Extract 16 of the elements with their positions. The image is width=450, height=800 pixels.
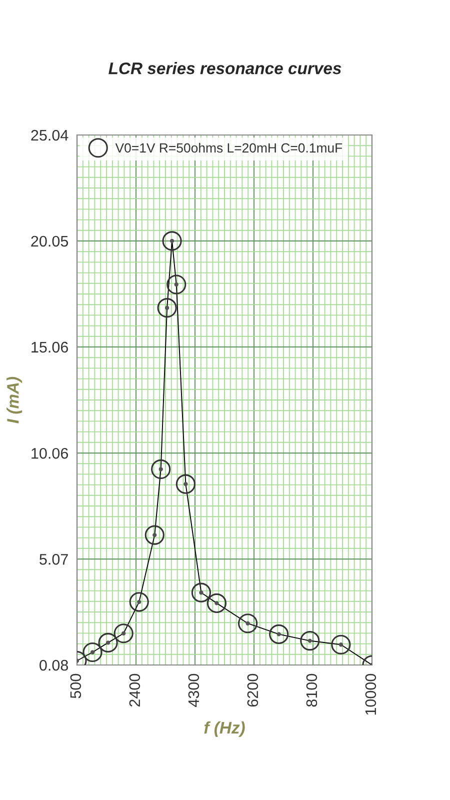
- x-tick-label: 6200: [247, 674, 258, 707]
- y-tick-label: 5.07: [40, 554, 68, 565]
- legend-label: V0=1V R=50ohms L=20mH C=0.1muF: [115, 142, 342, 153]
- x-tick-label: 2400: [129, 674, 140, 707]
- y-tick-label: 10.06: [32, 448, 68, 459]
- y-tick-label: 25.04: [31, 130, 68, 141]
- y-axis-title: I (mA): [6, 376, 22, 424]
- x-axis-title: f (Hz): [204, 721, 245, 737]
- y-tick-label: 15.06: [32, 342, 68, 353]
- y-tick-label: 0.08: [40, 660, 68, 671]
- x-tick-label: 10000: [365, 674, 376, 715]
- x-tick-label: 500: [70, 674, 82, 698]
- x-tick-label: 4300: [188, 674, 200, 707]
- y-tick-label: 20.05: [31, 236, 68, 247]
- chart-title: LCR series resonance curves: [108, 62, 342, 74]
- x-tick-label: 8100: [306, 674, 318, 707]
